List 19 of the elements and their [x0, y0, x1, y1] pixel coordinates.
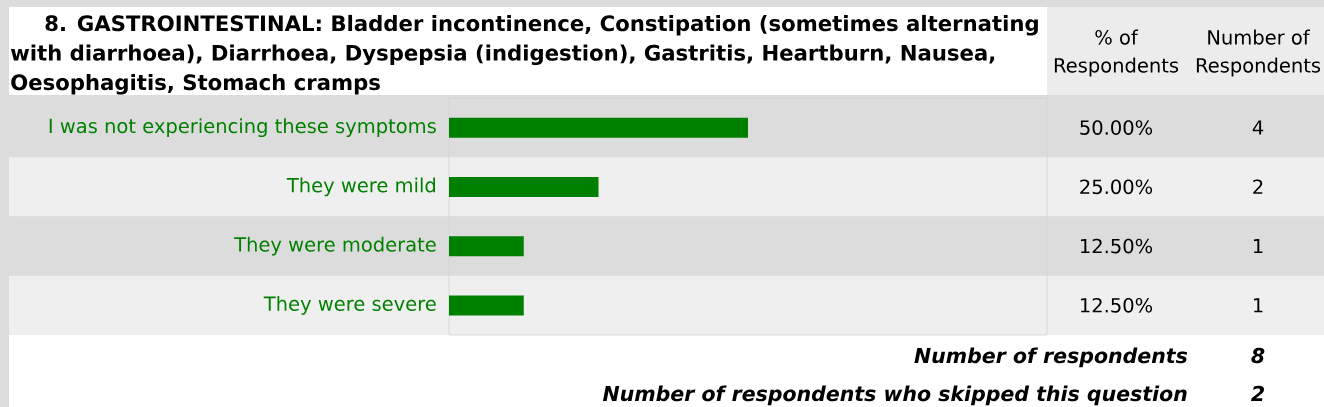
text: 1 — [1253, 238, 1263, 254]
y-tick-label: They were severe — [263, 295, 436, 315]
text: 2 — [1253, 179, 1263, 194]
text: 4 — [1252, 120, 1264, 135]
y-tick-label: They were moderate — [234, 236, 436, 256]
data-label: 12.50% — [1080, 238, 1153, 254]
text: 2 — [1251, 385, 1265, 401]
data-label: 50.00% — [1080, 120, 1153, 135]
text: 8 — [1251, 347, 1265, 364]
text: Number of Respondents — [1196, 29, 1321, 77]
data-label: 12.50% — [1080, 297, 1153, 313]
y-tick-label: I was not experiencing these symptoms — [49, 118, 436, 138]
data-label: 25.00% — [1080, 179, 1153, 195]
y-tick-label: They were mild — [286, 177, 436, 197]
chart-title: 8. GASTROINTESTINAL: Bladder incontinence, Constipation (sometimes alternating with diarrhoea), Diarrhoea, Dyspepsia (indigestion), Gastritis, Heartburn, Nausea, Oesophagitis, Stomach cramps — [10, 14, 1038, 95]
text: 1 — [1253, 298, 1263, 313]
text: Number of respondents — [914, 347, 1188, 368]
text: % of Respondents — [1054, 29, 1179, 77]
text: Number of respondents who skipped this question — [602, 385, 1187, 406]
